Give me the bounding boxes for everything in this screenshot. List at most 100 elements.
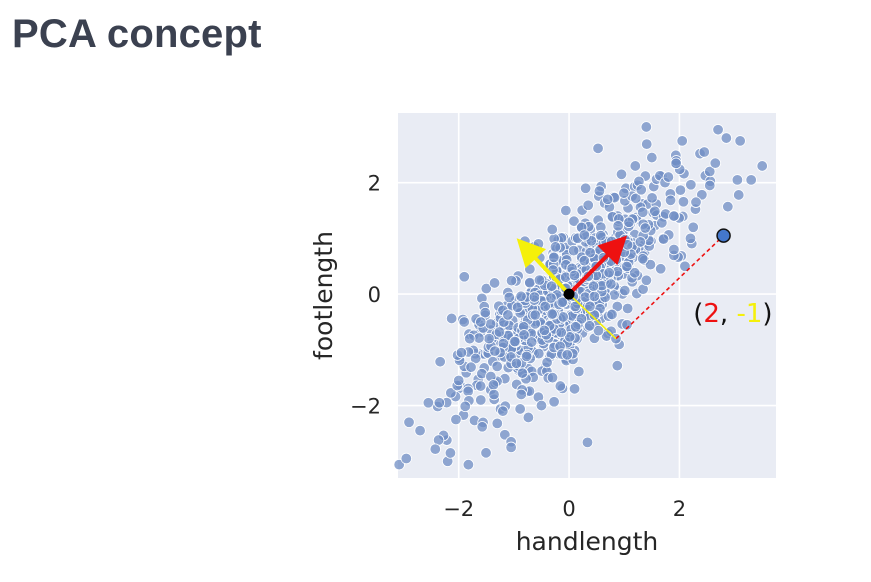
data-point <box>529 309 541 321</box>
data-point <box>475 316 487 328</box>
data-point <box>491 417 503 430</box>
data-point <box>514 403 526 415</box>
x-tick-label: 2 <box>673 497 686 521</box>
data-point <box>618 187 630 199</box>
data-point <box>629 160 641 172</box>
data-point <box>515 388 527 401</box>
data-point <box>400 452 412 465</box>
data-point <box>601 193 614 206</box>
projection-line-yellow <box>568 293 617 340</box>
data-point <box>515 290 527 303</box>
y-tick-label: 2 <box>368 172 381 196</box>
data-point <box>611 359 624 372</box>
data-point <box>637 206 649 218</box>
data-point <box>511 301 524 314</box>
x-tick-label: 0 <box>562 497 575 521</box>
axis-ticks: −2 0 2 −2 0 2 <box>350 172 686 521</box>
data-point <box>522 411 535 424</box>
data-point <box>644 258 657 271</box>
data-point <box>582 199 594 211</box>
data-point <box>584 246 596 259</box>
data-point <box>679 260 691 272</box>
y-tick-label: 0 <box>368 283 381 307</box>
data-point <box>524 263 536 275</box>
data-point <box>704 179 716 192</box>
data-point <box>475 394 487 406</box>
data-point <box>554 380 567 392</box>
data-point <box>429 443 441 455</box>
data-point <box>455 346 468 359</box>
annotation-pc2-score: -1 <box>736 299 762 329</box>
data-point <box>584 300 596 313</box>
data-point <box>676 135 688 147</box>
data-point <box>465 361 477 373</box>
data-point <box>615 168 628 180</box>
data-point <box>720 132 733 144</box>
data-point <box>462 385 474 398</box>
x-axis-label: handlength <box>516 527 659 556</box>
data-point <box>734 135 746 147</box>
data-point <box>487 379 500 391</box>
data-point <box>453 374 465 387</box>
data-point <box>684 232 697 245</box>
data-point <box>502 309 514 321</box>
annotation-separator: , <box>720 299 737 329</box>
data-point <box>623 216 635 228</box>
data-point <box>629 267 641 279</box>
data-point <box>539 300 551 313</box>
data-point <box>657 233 670 245</box>
data-point <box>533 347 545 360</box>
data-point <box>668 210 680 222</box>
data-point <box>505 441 517 454</box>
data-point <box>469 352 482 365</box>
data-point <box>654 263 667 275</box>
pca-overlay <box>516 228 731 340</box>
page-title: PCA concept <box>12 12 262 56</box>
data-point <box>464 332 476 345</box>
data-point <box>538 324 551 337</box>
data-point <box>606 308 618 321</box>
data-point <box>745 174 757 186</box>
data-point <box>578 254 591 267</box>
data-point <box>474 380 487 392</box>
data-point <box>535 399 548 412</box>
data-point <box>503 291 515 304</box>
data-point <box>646 151 658 164</box>
data-point <box>480 447 492 459</box>
data-point <box>422 397 435 409</box>
data-point <box>493 326 506 338</box>
data-point <box>668 243 680 256</box>
data-point <box>674 184 687 196</box>
data-point <box>640 274 653 286</box>
data-point <box>698 146 710 158</box>
data-point <box>445 312 458 325</box>
data-point <box>488 277 501 289</box>
data-point <box>621 302 634 315</box>
data-point <box>557 311 569 323</box>
data-point <box>489 345 501 357</box>
data-point <box>545 280 558 292</box>
data-point <box>639 222 651 234</box>
data-point <box>712 124 724 136</box>
data-point <box>484 318 497 330</box>
data-point <box>549 241 562 253</box>
data-point <box>525 336 538 348</box>
data-point <box>637 253 649 265</box>
data-point <box>458 316 470 328</box>
data-point <box>733 189 745 201</box>
pc1-arrow <box>567 235 628 296</box>
data-point <box>480 282 492 295</box>
data-point <box>560 204 572 217</box>
data-point <box>641 138 653 150</box>
data-point <box>533 274 546 286</box>
highlighted-point <box>716 228 731 243</box>
data-point <box>696 189 708 201</box>
data-point <box>605 278 617 290</box>
data-point <box>709 157 721 169</box>
data-point <box>545 292 557 304</box>
data-point <box>621 319 633 331</box>
data-point <box>462 458 475 471</box>
data-point <box>612 220 624 232</box>
data-point <box>491 360 503 373</box>
data-point <box>528 291 541 303</box>
